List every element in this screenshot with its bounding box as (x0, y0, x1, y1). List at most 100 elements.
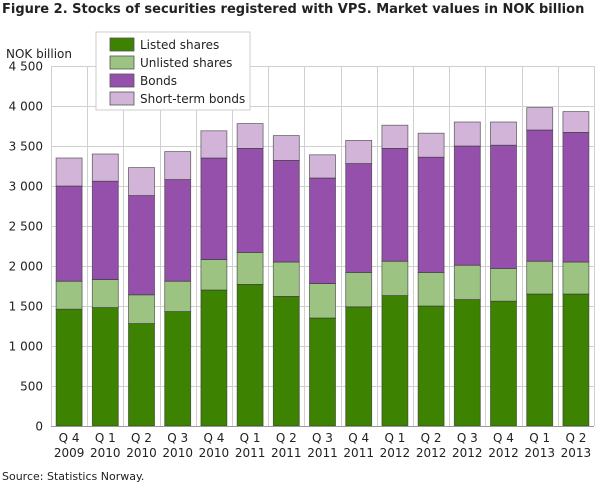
bar-segment-unlisted-shares (453, 264, 481, 301)
bar-segment-bonds (91, 180, 119, 280)
bar-segment-bonds (164, 179, 192, 282)
bar-segment-short-term-bonds (526, 107, 554, 131)
bar-segment-bonds (526, 129, 554, 262)
x-tick-label-quarter: Q 2 (421, 431, 442, 445)
bar-segment-short-term-bonds (236, 123, 264, 149)
bar-segment-unlisted-shares (55, 280, 83, 310)
bar-segment-bonds (381, 147, 409, 262)
bar-segment-listed-shares (91, 307, 119, 427)
bar-segment-unlisted-shares (91, 279, 119, 309)
bar-segment-unlisted-shares (272, 261, 300, 297)
legend-label: Listed shares (140, 38, 219, 52)
bar-segment-short-term-bonds (272, 135, 300, 161)
chart-title: Figure 2. Stocks of securities registere… (2, 2, 585, 17)
bar-segment-listed-shares (490, 300, 517, 427)
x-tick-label-quarter: Q 4 (348, 431, 369, 445)
bar-segment-listed-shares (200, 289, 228, 427)
bar-segment-short-term-bonds (345, 139, 373, 164)
x-tick-label-quarter: Q 2 (276, 431, 297, 445)
legend-label: Bonds (140, 74, 177, 88)
y-tick-label: 4 500 (9, 60, 43, 74)
y-tick-label: 3 000 (9, 180, 43, 194)
x-tick-label-quarter: Q 1 (384, 431, 405, 445)
x-tick-label-quarter: Q 4 (203, 431, 224, 445)
y-tick-label: 3 500 (9, 140, 43, 154)
x-tick-label-year: 2011 (307, 446, 338, 460)
x-tick-label-year: 2009 (54, 446, 85, 460)
y-axis-title: NOK billion (6, 47, 72, 61)
bar-segment-unlisted-shares (236, 251, 264, 285)
x-tick-label-quarter: Q 4 (493, 431, 514, 445)
legend-label: Short-term bonds (140, 92, 245, 106)
x-tick-label-year: 2013 (561, 446, 592, 460)
bar-segment-bonds (490, 144, 517, 269)
x-tick-label-quarter: Q 2 (131, 431, 152, 445)
bar-segment-unlisted-shares (345, 271, 373, 308)
bar-segment-short-term-bonds (490, 121, 517, 146)
bar-segment-unlisted-shares (128, 294, 155, 324)
bar-segment-bonds (200, 157, 228, 260)
bar-segment-short-term-bonds (55, 157, 83, 187)
bar-segment-listed-shares (453, 299, 481, 427)
x-tick-label-year: 2010 (90, 446, 121, 460)
x-tick-label-year: 2010 (199, 446, 230, 460)
bar-segment-listed-shares (272, 295, 300, 427)
x-tick-label-quarter: Q 3 (167, 431, 188, 445)
bar-segment-short-term-bonds (200, 130, 228, 159)
bar-segment-short-term-bonds (128, 167, 155, 197)
bar-segment-listed-shares (562, 293, 590, 427)
bar-segment-listed-shares (309, 317, 336, 427)
y-tick-label: 4 000 (9, 100, 43, 114)
bar-segment-listed-shares (128, 323, 155, 427)
bar-segment-short-term-bonds (562, 111, 590, 133)
x-tick-label-quarter: Q 1 (529, 431, 550, 445)
y-tick-label: 1 500 (9, 300, 43, 314)
bar-segment-short-term-bonds (381, 124, 409, 149)
bar-segment-short-term-bonds (91, 153, 119, 182)
bar-segment-listed-shares (164, 311, 192, 427)
legend-swatch (109, 73, 135, 88)
x-tick-label-quarter: Q 1 (240, 431, 261, 445)
bar-segment-unlisted-shares (526, 260, 554, 295)
x-tick-label-year: 2011 (271, 446, 302, 460)
y-tick-label: 1 000 (9, 340, 43, 354)
legend-swatch (109, 37, 135, 52)
x-tick-label-quarter: Q 3 (457, 431, 478, 445)
bar-segment-unlisted-shares (309, 283, 336, 319)
bar-segment-listed-shares (345, 306, 373, 427)
bar-segment-bonds (55, 185, 83, 282)
y-tick-label: 2 500 (9, 220, 43, 234)
legend-swatch (109, 91, 135, 106)
x-tick-label-year: 2010 (126, 446, 157, 460)
x-tick-label-year: 2012 (452, 446, 483, 460)
bar-segment-listed-shares (236, 283, 264, 427)
y-tick-label: 500 (20, 380, 43, 394)
x-tick-label-year: 2012 (488, 446, 519, 460)
bar-segment-bonds (345, 163, 373, 273)
x-tick-label-year: 2010 (162, 446, 193, 460)
x-tick-label-quarter: Q 4 (59, 431, 80, 445)
legend-swatch (109, 55, 135, 70)
bar-segment-unlisted-shares (200, 259, 228, 291)
x-tick-label-quarter: Q 2 (565, 431, 586, 445)
bar-segment-short-term-bonds (309, 154, 336, 179)
bar-segment-unlisted-shares (164, 280, 192, 313)
x-tick-label-year: 2013 (524, 446, 555, 460)
bar-segment-short-term-bonds (417, 132, 445, 158)
bar-segment-unlisted-shares (490, 267, 517, 302)
x-tick-label-quarter: Q 3 (312, 431, 333, 445)
y-tick-label: 0 (35, 420, 43, 434)
bar-segment-short-term-bonds (164, 151, 192, 181)
source-note: Source: Statistics Norway. (2, 470, 145, 483)
bar-segment-listed-shares (526, 293, 554, 427)
bar-segment-listed-shares (417, 305, 445, 427)
bar-segment-listed-shares (381, 295, 409, 427)
x-tick-label-year: 2012 (416, 446, 447, 460)
y-tick-label: 2 000 (9, 260, 43, 274)
x-tick-label-year: 2011 (235, 446, 266, 460)
bar-segment-short-term-bonds (453, 121, 481, 147)
bar-segment-unlisted-shares (417, 271, 445, 307)
bar-segment-bonds (236, 147, 264, 253)
